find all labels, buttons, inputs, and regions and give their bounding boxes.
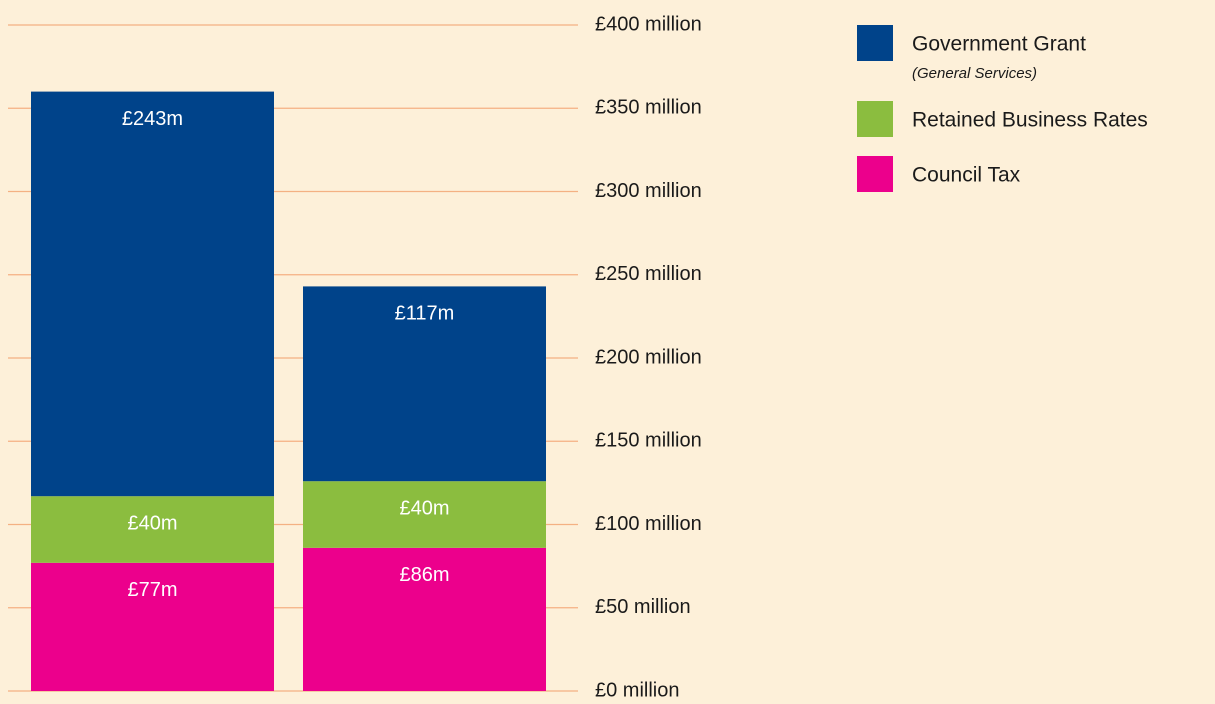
data-label: £40m	[399, 497, 449, 519]
bar-segment	[31, 562, 274, 691]
y-tick-label: £50 million	[595, 596, 691, 618]
legend-label: Government Grant	[912, 33, 1086, 56]
bar-segment	[31, 91, 274, 497]
data-label: £86m	[399, 564, 449, 586]
legend-label: Retained Business Rates	[912, 109, 1148, 132]
y-tick-label: £300 million	[595, 180, 702, 202]
y-tick-label: £0 million	[595, 679, 679, 701]
y-tick-label: £200 million	[595, 346, 702, 368]
y-tick-label: £100 million	[595, 513, 702, 535]
y-tick-label: £150 million	[595, 430, 702, 452]
bar-segment	[303, 286, 546, 482]
bar-segment	[31, 496, 274, 563]
bar-segment	[303, 547, 546, 691]
y-tick-label: £250 million	[595, 263, 702, 285]
data-label: £243m	[122, 108, 183, 130]
y-tick-label: £400 million	[595, 13, 702, 35]
legend-label: Council Tax	[912, 164, 1021, 187]
legend-swatch	[857, 156, 893, 192]
bar-segment	[303, 481, 546, 548]
data-label: £77m	[127, 579, 177, 601]
data-label: £117m	[395, 303, 455, 325]
legend-note: (General Services)	[912, 65, 1037, 82]
data-label: £40m	[127, 512, 177, 534]
legend-swatch	[857, 25, 893, 61]
y-tick-label: £350 million	[595, 97, 702, 119]
legend-swatch	[857, 101, 893, 137]
